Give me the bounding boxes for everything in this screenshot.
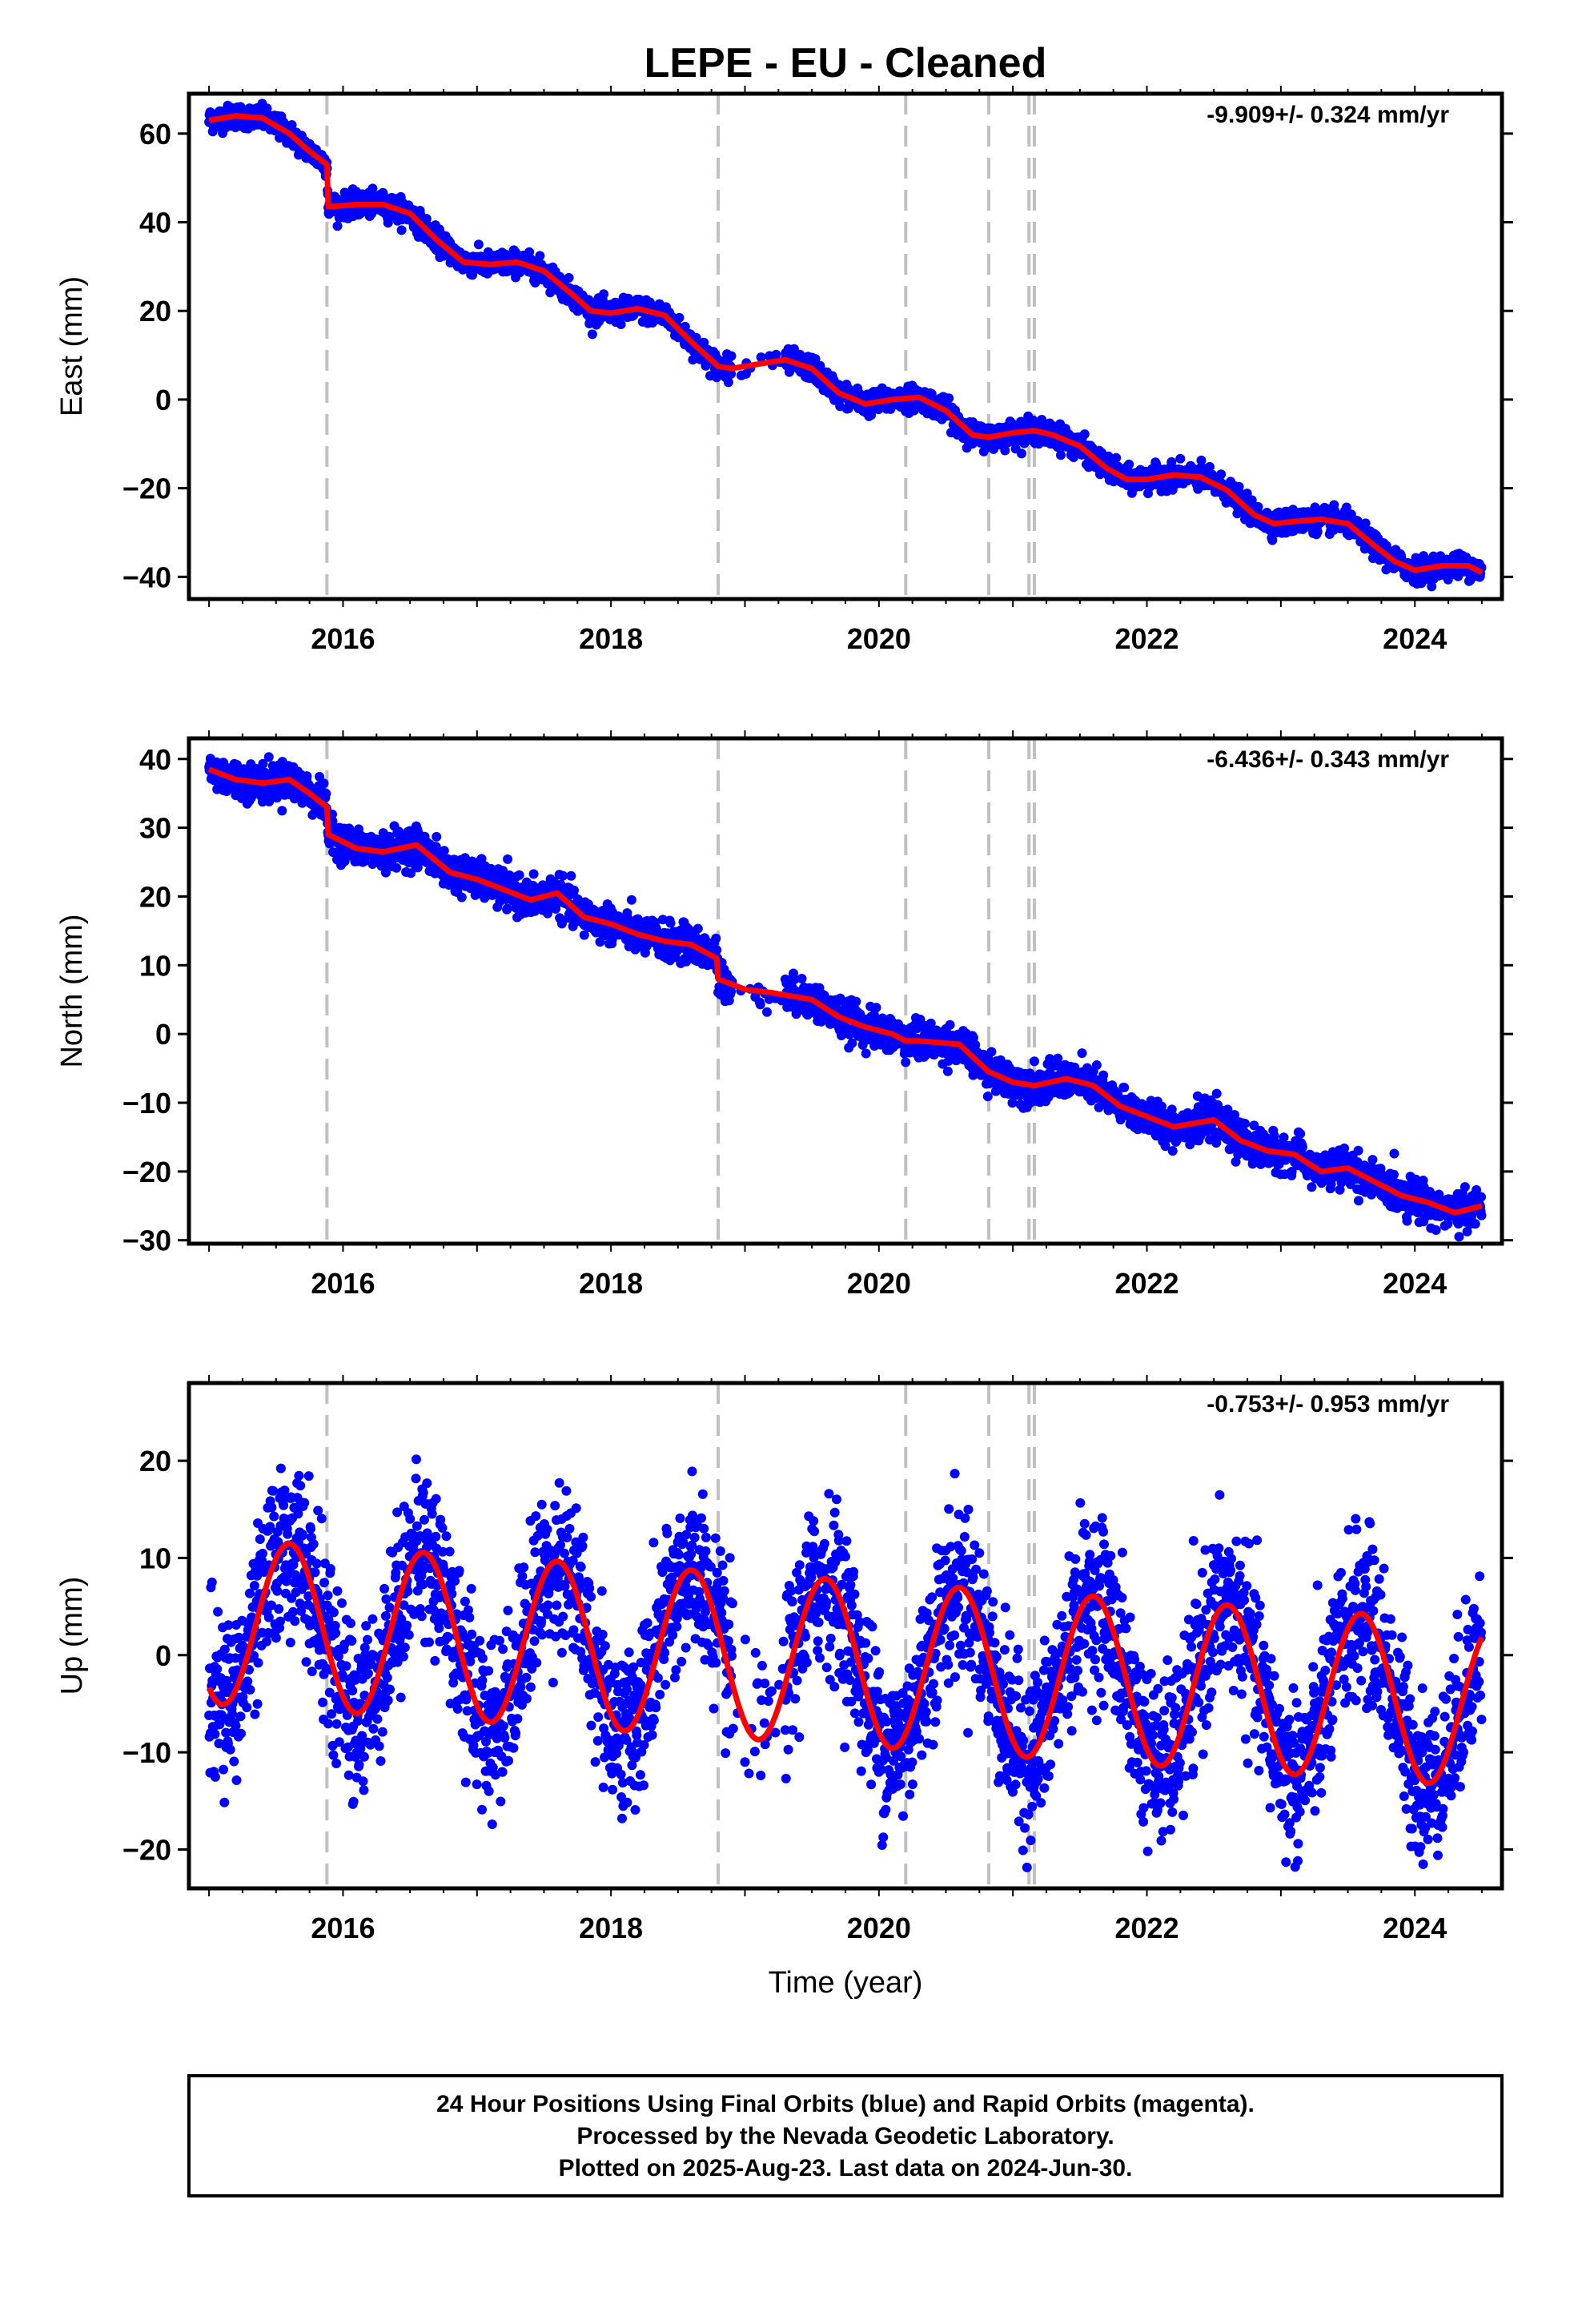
x-tick-label: 2022 <box>1114 622 1178 655</box>
data-point <box>726 368 737 379</box>
data-point <box>432 831 442 842</box>
data-point <box>756 352 766 363</box>
data-point <box>762 1007 772 1017</box>
data-point <box>564 272 574 283</box>
data-point <box>383 218 393 228</box>
data-point <box>726 987 737 996</box>
data-point <box>380 867 391 878</box>
data-point <box>944 393 954 404</box>
data-point <box>1216 469 1227 480</box>
y-tick-label: −40 <box>122 561 171 593</box>
data-point <box>587 329 597 340</box>
x-tick-label: 2020 <box>847 622 911 655</box>
data-point <box>626 895 636 905</box>
data-point <box>514 870 524 880</box>
data-point <box>367 183 378 194</box>
data-point <box>1267 535 1278 545</box>
data-point <box>1341 502 1351 513</box>
data-point <box>797 974 807 983</box>
data-point <box>473 239 484 250</box>
data-point <box>1000 445 1010 456</box>
data-point <box>456 892 467 903</box>
y-tick-label: 0 <box>155 384 171 416</box>
y-tick-label: 20 <box>139 295 171 328</box>
data-point <box>535 251 545 261</box>
data-point <box>1069 452 1078 462</box>
y-tick-label: 40 <box>139 207 171 239</box>
y-tick-label: −20 <box>122 472 171 505</box>
data-point <box>711 933 721 943</box>
data-point <box>579 930 589 940</box>
data-point <box>558 870 568 881</box>
figure-title: LEPE - EU - Cleaned <box>644 40 1047 86</box>
x-tick-label: 2024 <box>1383 622 1447 655</box>
data-point <box>1360 518 1371 529</box>
plot-area-north <box>204 738 1487 1244</box>
data-point <box>723 377 733 388</box>
data-point <box>665 918 676 928</box>
data-point <box>699 337 709 348</box>
data-point <box>712 945 722 955</box>
rate-label: -9.909+/- 0.324 mm/yr <box>1207 102 1449 128</box>
data-point <box>1427 581 1437 592</box>
data-point <box>391 862 402 873</box>
data-point <box>1205 461 1215 472</box>
model-curve-east <box>207 113 1484 575</box>
data-point <box>396 225 407 235</box>
panels-group: −40 −20 0 20 40 60 2016 2018 2020 2022 2024 East (m… <box>55 86 1513 2000</box>
data-point <box>771 349 781 360</box>
data-point <box>866 410 877 420</box>
data-point <box>1056 450 1066 460</box>
plot-area-east <box>204 94 1487 599</box>
data-point <box>277 806 287 816</box>
data-point <box>439 846 449 856</box>
data-point <box>258 758 268 769</box>
data-point <box>556 919 567 929</box>
data-point <box>569 885 579 895</box>
data-point <box>599 289 609 300</box>
data-point <box>476 854 487 864</box>
data-point <box>287 120 297 130</box>
data-point <box>1124 459 1134 469</box>
panel-east: −40 −20 0 20 40 60 2016 2018 2020 2022 2024 East (m… <box>55 86 1513 655</box>
data-point <box>503 854 513 864</box>
data-point <box>755 999 765 1010</box>
data-point <box>1111 452 1122 463</box>
y-tick-label: 60 <box>139 118 171 151</box>
data-point <box>502 903 512 914</box>
data-point <box>616 320 626 329</box>
data-point <box>1017 448 1026 459</box>
y-axis-label: East (mm) <box>55 276 89 416</box>
data-point <box>332 221 343 231</box>
data-point <box>412 862 423 873</box>
data-point <box>1175 453 1186 464</box>
x-tick-label: 2018 <box>579 622 643 655</box>
data-point <box>674 312 685 323</box>
data-point <box>726 351 737 361</box>
data-point <box>810 354 821 364</box>
x-tick-label: 2016 <box>311 622 375 655</box>
data-point <box>789 975 800 984</box>
data-point <box>566 870 576 881</box>
data-point <box>1079 429 1090 440</box>
data-point <box>693 923 703 934</box>
data-point <box>263 752 274 762</box>
data-point <box>530 278 540 287</box>
data-point <box>528 869 539 879</box>
data-point <box>1234 481 1244 492</box>
data-point <box>319 778 329 789</box>
data-point <box>321 789 331 798</box>
data-point <box>406 868 416 879</box>
data-point <box>262 103 272 114</box>
data-point <box>1196 455 1207 465</box>
data-point <box>302 771 312 782</box>
data-point <box>1312 527 1323 537</box>
